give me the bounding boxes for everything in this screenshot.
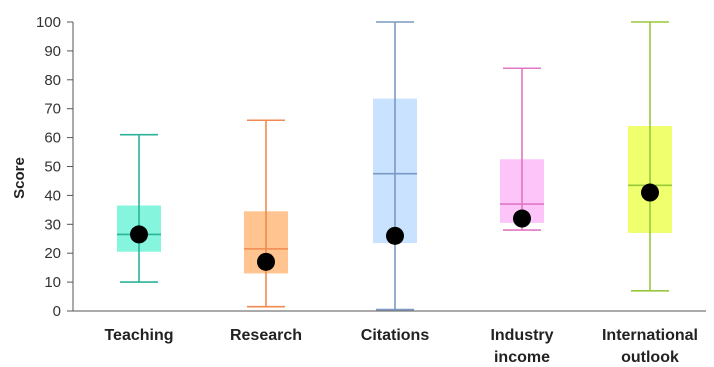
box-5	[628, 21, 672, 292]
box-point	[513, 209, 531, 228]
category-label-line: Industry	[490, 327, 553, 344]
y-axis-title: Score	[11, 157, 28, 199]
category-label: Citations	[361, 327, 430, 344]
box-4	[500, 67, 544, 231]
category-label-line: International	[602, 327, 698, 344]
box-point	[130, 225, 148, 244]
box-point	[257, 252, 275, 271]
category-label: Industry income	[490, 327, 553, 366]
y-axis: 0 10 20 30 40 50 60 70 80 90 100	[36, 14, 74, 320]
category-label-line: outlook	[621, 349, 679, 366]
box-3	[373, 21, 417, 311]
y-tick-label: 70	[44, 101, 61, 118]
y-tick-label: 50	[44, 159, 61, 176]
category-label: International outlook	[602, 327, 698, 366]
y-tick-label: 30	[44, 216, 61, 233]
category-label-line: Research	[230, 327, 302, 344]
box-point	[386, 226, 404, 245]
category-label: Teaching	[104, 327, 173, 344]
box-2	[244, 119, 288, 308]
box-1	[117, 133, 161, 283]
category-label-line: Citations	[361, 327, 430, 344]
y-tick-label: 20	[44, 245, 61, 262]
box-series	[117, 21, 672, 311]
box-point	[641, 183, 659, 202]
y-tick-label: 80	[44, 72, 61, 89]
y-tick-label: 10	[44, 274, 61, 291]
y-tick-label: 40	[44, 187, 61, 204]
y-tick-label: 100	[36, 14, 61, 31]
y-tick-label: 0	[53, 303, 61, 320]
category-label-line: Teaching	[104, 327, 173, 344]
category-label: Research	[230, 327, 302, 344]
y-tick-label: 90	[44, 43, 61, 60]
category-labels: Teaching Research Citations Industry incomeI…	[104, 327, 698, 366]
y-tick-label: 60	[44, 130, 61, 147]
category-label-line: income	[494, 349, 550, 366]
